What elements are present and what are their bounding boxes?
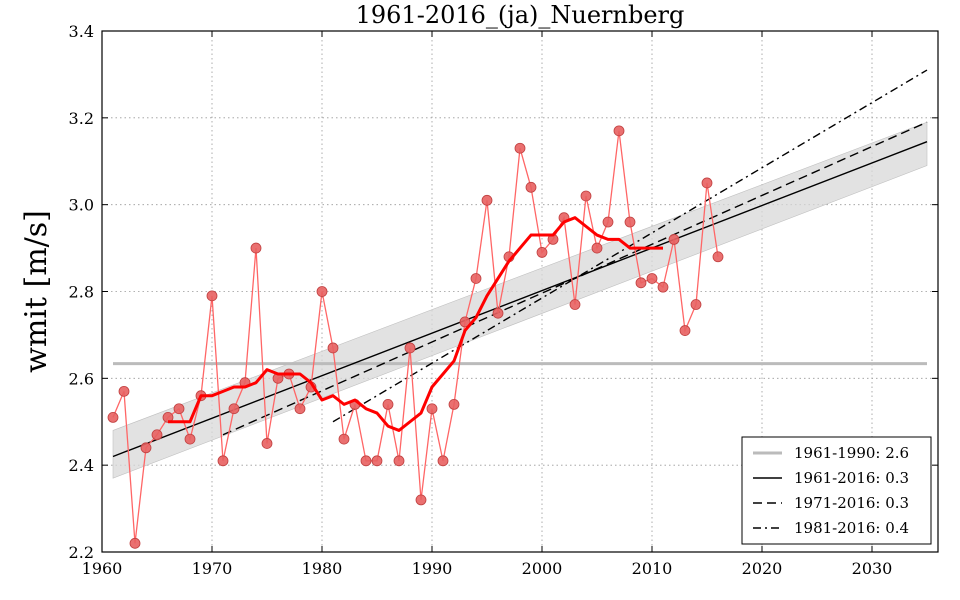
annual-point — [327, 342, 339, 354]
trend-line-1 — [112, 141, 928, 458]
annual-point — [481, 194, 493, 206]
x-tick-label: 2000 — [522, 559, 563, 578]
annual-point — [206, 290, 218, 302]
annual-point — [624, 216, 636, 228]
y-tick-label: 3.2 — [69, 109, 94, 128]
legend-trend-3-label: 1981-2016: 0.4 — [794, 519, 909, 537]
annual-point — [107, 412, 119, 423]
annual-point — [580, 190, 592, 202]
annual-point — [426, 403, 438, 415]
annual-point — [184, 433, 196, 445]
y-tick-label: 2.2 — [69, 543, 94, 562]
annual-point — [470, 273, 482, 284]
annual-point — [448, 398, 460, 410]
annual-point — [118, 385, 130, 397]
annual-point — [404, 342, 416, 354]
annual-point — [525, 181, 537, 193]
legend: 1961-1990: 2.6 1961-2016: 0.3 1971-2016: 0… — [741, 436, 932, 545]
annual-point — [261, 438, 273, 449]
annual-point — [228, 403, 240, 415]
annual-point — [459, 316, 471, 328]
annual-point — [371, 455, 383, 467]
annual-point — [712, 251, 724, 263]
y-tick-label: 2.8 — [69, 283, 94, 302]
annual-point — [129, 537, 141, 549]
trend-line-3 — [332, 69, 928, 423]
legend-box — [741, 436, 932, 545]
legend-trend-1-label: 1961-2016: 0.3 — [794, 469, 909, 487]
annual-point — [690, 299, 702, 310]
annual-point — [415, 494, 427, 506]
trend-line-2 — [222, 121, 928, 436]
annual-point — [613, 125, 625, 137]
annual-point — [382, 398, 394, 410]
annual-point — [701, 177, 713, 189]
annual-point — [217, 455, 229, 467]
legend-trend-2-label: 1971-2016: 0.3 — [794, 494, 909, 512]
y-tick-label: 2.6 — [69, 369, 94, 388]
annual-point — [437, 455, 449, 467]
annual-point — [294, 403, 306, 415]
annual-point — [173, 403, 185, 415]
annual-point — [569, 299, 581, 310]
annual-point — [151, 429, 163, 441]
y-tick-label: 3.4 — [69, 22, 94, 41]
legend-baseline-label: 1961-1990: 2.6 — [794, 444, 909, 462]
annual-point — [657, 281, 669, 293]
annual-point — [679, 325, 691, 336]
annual-point — [668, 233, 680, 245]
smoothed-series — [168, 216, 663, 432]
smoothed-line — [168, 216, 663, 432]
x-tick-label: 2010 — [632, 559, 673, 578]
x-tick-label: 1980 — [302, 559, 343, 578]
annual-point — [393, 455, 405, 467]
annual-line — [112, 130, 719, 544]
annual-point — [140, 442, 152, 454]
trend-lines — [112, 69, 928, 458]
annual-point — [635, 277, 647, 289]
annual-point — [492, 307, 504, 319]
annual-point — [360, 455, 372, 467]
confidence-band — [112, 121, 928, 479]
confidence-band-area — [112, 121, 928, 479]
annual-point — [316, 286, 328, 297]
x-tick-label: 2020 — [742, 559, 783, 578]
annual-point — [514, 142, 526, 154]
annual-point — [591, 242, 603, 254]
x-tick-label: 1960 — [82, 559, 123, 578]
x-tick-label: 1970 — [192, 559, 233, 578]
annual-point — [646, 273, 658, 284]
chart-title: 1961-2016_(ja)_Nuernberg — [356, 1, 685, 29]
annual-series — [107, 125, 724, 549]
annual-point — [536, 247, 548, 258]
axis-ticks: 1960 1970 1980 1990 2000 2010 2020 2030 2.2 2.4 2.… — [69, 22, 938, 578]
y-tick-label: 2.4 — [69, 456, 94, 475]
y-axis-label: wmit [m/s] — [19, 210, 54, 373]
annual-point — [602, 216, 614, 228]
y-tick-label: 3.0 — [69, 196, 94, 215]
annual-point — [338, 433, 350, 445]
x-tick-label: 1990 — [412, 559, 453, 578]
annual-point — [250, 242, 262, 254]
x-tick-label: 2030 — [852, 559, 893, 578]
